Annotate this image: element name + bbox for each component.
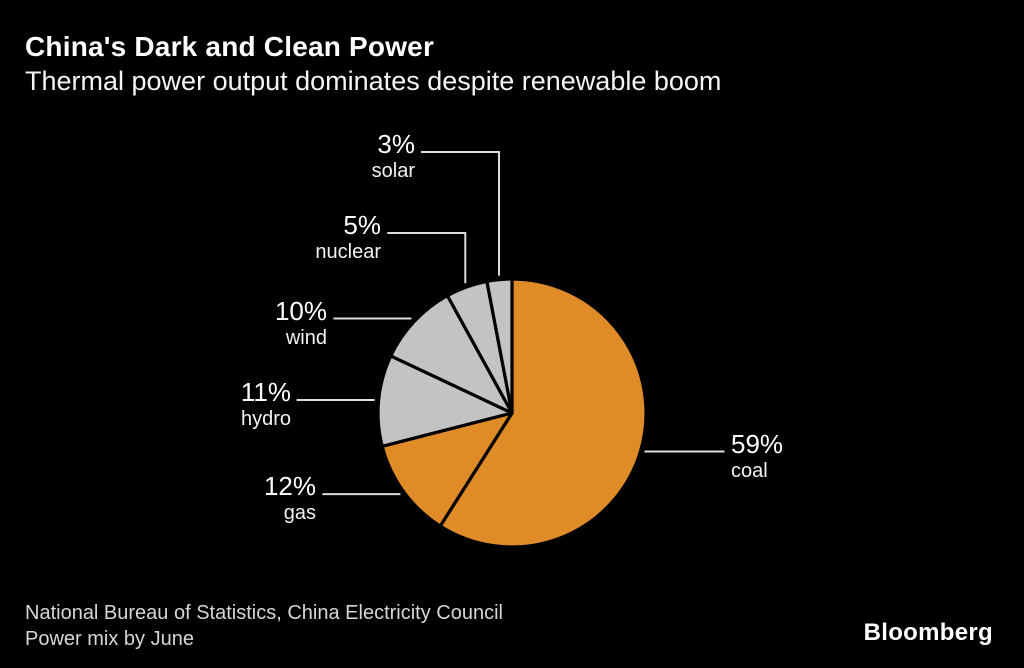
pie-slice-wind	[389, 294, 514, 415]
pie-label-nuclear: 5% nuclear	[315, 212, 381, 262]
bloomberg-logo: Bloomberg	[863, 619, 993, 646]
pie-label-gas-percent: 12%	[263, 471, 316, 501]
pie-label-coal-name: coal	[731, 460, 768, 482]
pie-label-gas: 12% gas	[264, 473, 316, 523]
chart-footer: National Bureau of Statistics, China Ele…	[25, 600, 1024, 652]
pie-slice-gas	[380, 411, 514, 528]
pie-label-nuclear-percent: 5%	[343, 210, 381, 240]
pie-label-solar-name: solar	[371, 160, 415, 182]
pie-label-wind-percent: 10%	[274, 296, 327, 326]
pie-label-coal-percent: 59%	[731, 429, 784, 459]
chart-header: China's Dark and Clean Power Thermal pow…	[25, 31, 721, 97]
pie-label-gas-name: gas	[283, 502, 316, 524]
chart-subtitle: Thermal power output dominates despite r…	[25, 66, 722, 96]
pie-label-coal: 59% coal	[731, 431, 783, 481]
leader-line-nuclear	[387, 232, 467, 284]
leader-line-solar	[421, 151, 500, 276]
pie-slice-hydro	[376, 354, 514, 448]
pie-label-wind: 10% wind	[275, 298, 327, 348]
pie-label-hydro: 11% hydro	[241, 379, 291, 429]
pie-label-hydro-name: hydro	[240, 408, 291, 430]
chart-title: China's Dark and Clean Power	[25, 31, 435, 62]
note-line: Power mix by June	[25, 628, 194, 650]
pie-label-solar-percent: 3%	[377, 129, 415, 159]
source-line: National Bureau of Statistics, China Ele…	[25, 602, 503, 624]
pie-label-nuclear-name: nuclear	[315, 241, 381, 263]
pie-label-wind-name: wind	[285, 327, 327, 349]
pie-slice-solar	[485, 277, 514, 415]
pie-label-solar: 3% solar	[372, 131, 415, 181]
pie-label-hydro-percent: 11%	[240, 377, 291, 407]
pie-slice-coal	[438, 277, 648, 549]
